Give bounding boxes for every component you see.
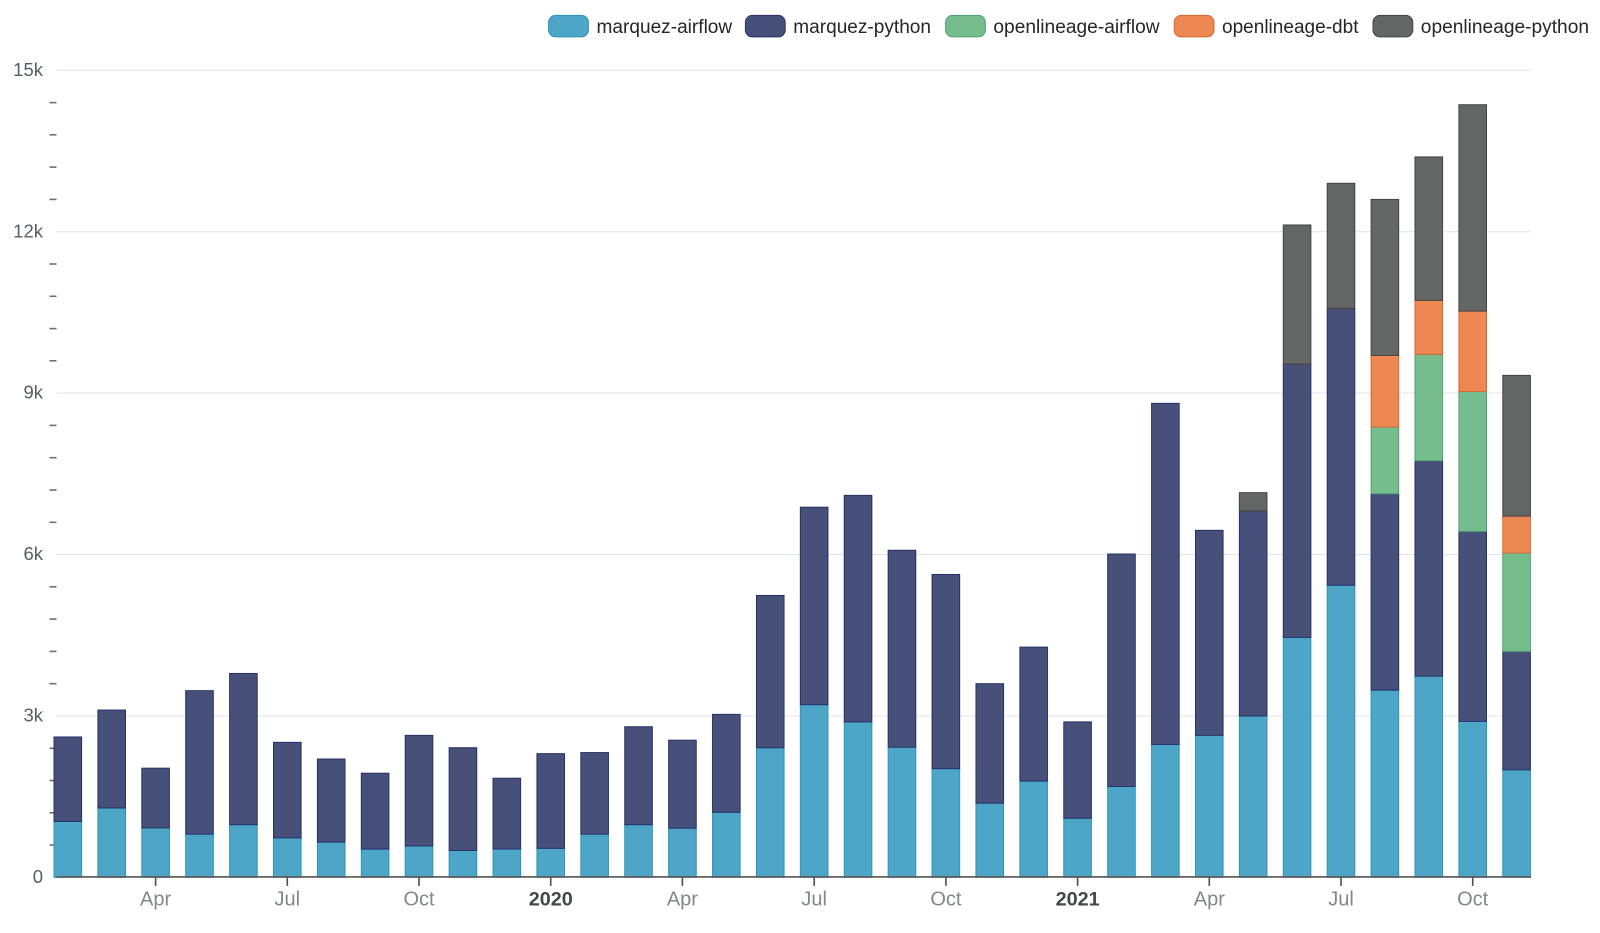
svg-text:12k: 12k <box>13 220 44 241</box>
svg-text:3k: 3k <box>23 705 43 726</box>
svg-text:openlineage-airflow: openlineage-airflow <box>993 17 1159 38</box>
svg-text:2021: 2021 <box>1056 889 1100 911</box>
svg-text:Oct: Oct <box>1457 889 1489 911</box>
svg-text:marquez-airflow: marquez-airflow <box>597 17 733 38</box>
svg-text:2020: 2020 <box>529 889 573 911</box>
svg-text:Oct: Oct <box>930 889 962 911</box>
svg-text:9k: 9k <box>23 382 43 403</box>
svg-text:0: 0 <box>33 866 43 887</box>
svg-text:Jul: Jul <box>1328 889 1354 911</box>
svg-text:6k: 6k <box>23 543 43 564</box>
svg-text:Jul: Jul <box>275 889 301 911</box>
svg-text:Oct: Oct <box>403 889 435 911</box>
svg-text:Apr: Apr <box>667 889 698 911</box>
svg-text:15k: 15k <box>13 59 44 80</box>
svg-text:openlineage-python: openlineage-python <box>1421 17 1589 38</box>
svg-text:Apr: Apr <box>140 889 171 911</box>
svg-text:marquez-python: marquez-python <box>793 17 931 38</box>
svg-text:Apr: Apr <box>1194 889 1225 911</box>
svg-text:openlineage-dbt: openlineage-dbt <box>1222 17 1359 38</box>
svg-text:Jul: Jul <box>801 889 827 911</box>
